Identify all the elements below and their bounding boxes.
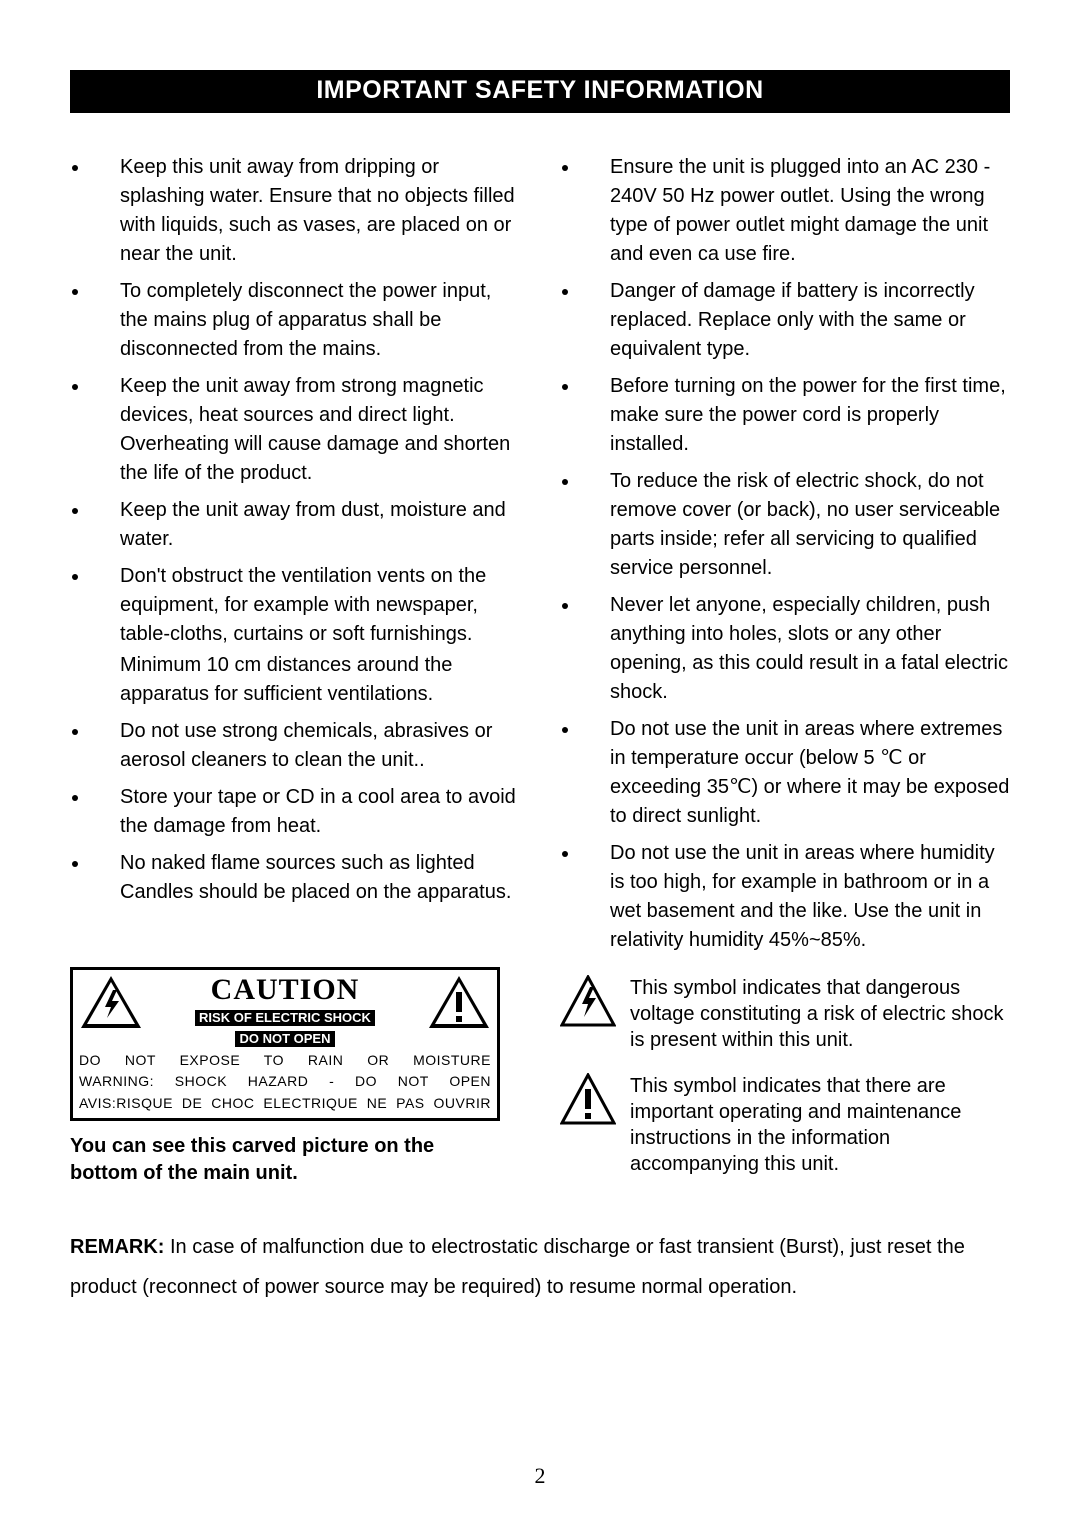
list-item: Before turning on the power for the firs… — [580, 372, 1010, 459]
caution-line: AVIS:RISQUE DE CHOC ELECTRIQUE NE PAS OU… — [79, 1095, 491, 1113]
symbol-text: This symbol indicates that there are imp… — [630, 1073, 1010, 1177]
two-column-layout: Keep this unit away from dripping or spl… — [70, 153, 1010, 1187]
right-column: Ensure the unit is plugged into an AC 23… — [560, 153, 1010, 1187]
ventilation-note: Minimum 10 cm distances around the appar… — [120, 651, 520, 709]
remark-body: In case of malfunction due to electrosta… — [70, 1236, 965, 1298]
list-item: Do not use the unit in areas where humid… — [580, 839, 1010, 955]
list-item: Store your tape or CD in a cool area to … — [90, 783, 520, 841]
manual-page: IMPORTANT SAFETY INFORMATION Keep this u… — [0, 0, 1080, 1529]
symbol-text: This symbol indicates that dangerous vol… — [630, 975, 1010, 1053]
remark-lead: REMARK: — [70, 1236, 164, 1258]
list-item: Don't obstruct the ventilation vents on … — [90, 562, 520, 649]
safety-list-left: Keep this unit away from dripping or spl… — [70, 153, 520, 649]
caution-center: CAUTION RISK OF ELECTRIC SHOCK DO NOT OP… — [149, 974, 421, 1048]
caution-black-line2: DO NOT OPEN — [235, 1031, 334, 1048]
list-item: Keep the unit away from dust, moisture a… — [90, 496, 520, 554]
safety-list-right: Ensure the unit is plugged into an AC 23… — [560, 153, 1010, 955]
list-item: Do not use the unit in areas where extre… — [580, 715, 1010, 831]
caution-black-line1: RISK OF ELECTRIC SHOCK — [195, 1010, 375, 1027]
list-item: Ensure the unit is plugged into an AC 23… — [580, 153, 1010, 269]
remark-paragraph: REMARK: In case of malfunction due to el… — [70, 1227, 1010, 1307]
exclamation-outline-triangle-icon — [560, 1073, 616, 1125]
list-item: Keep the unit away from strong magnetic … — [90, 372, 520, 488]
section-title: IMPORTANT SAFETY INFORMATION — [70, 70, 1010, 113]
caution-line: WARNING: SHOCK HAZARD - DO NOT OPEN — [79, 1073, 491, 1091]
caution-line: DO NOT EXPOSE TO RAIN OR MOISTURE — [79, 1052, 491, 1070]
list-item: Never let anyone, especially children, p… — [580, 591, 1010, 707]
list-item: Do not use strong chemicals, abrasives o… — [90, 717, 520, 775]
symbol-explanation-1: This symbol indicates that dangerous vol… — [560, 975, 1010, 1053]
symbol-explanation-2: This symbol indicates that there are imp… — [560, 1073, 1010, 1177]
caution-box: CAUTION RISK OF ELECTRIC SHOCK DO NOT OP… — [70, 967, 500, 1121]
caution-caption: You can see this carved picture on the b… — [70, 1133, 500, 1187]
page-number: 2 — [0, 1463, 1080, 1489]
caution-label: CAUTION RISK OF ELECTRIC SHOCK DO NOT OP… — [70, 967, 500, 1187]
list-item: To completely disconnect the power input… — [90, 277, 520, 364]
safety-list-left-2: Do not use strong chemicals, abrasives o… — [70, 717, 520, 907]
shock-outline-triangle-icon — [560, 975, 616, 1027]
exclamation-triangle-icon — [427, 974, 491, 1030]
left-column: Keep this unit away from dripping or spl… — [70, 153, 520, 1187]
list-item: Keep this unit away from dripping or spl… — [90, 153, 520, 269]
list-item: Danger of damage if battery is incorrect… — [580, 277, 1010, 364]
list-item: No naked flame sources such as lighted C… — [90, 849, 520, 907]
caution-word: CAUTION — [149, 974, 421, 1006]
list-item: To reduce the risk of electric shock, do… — [580, 467, 1010, 583]
shock-triangle-icon — [79, 974, 143, 1030]
